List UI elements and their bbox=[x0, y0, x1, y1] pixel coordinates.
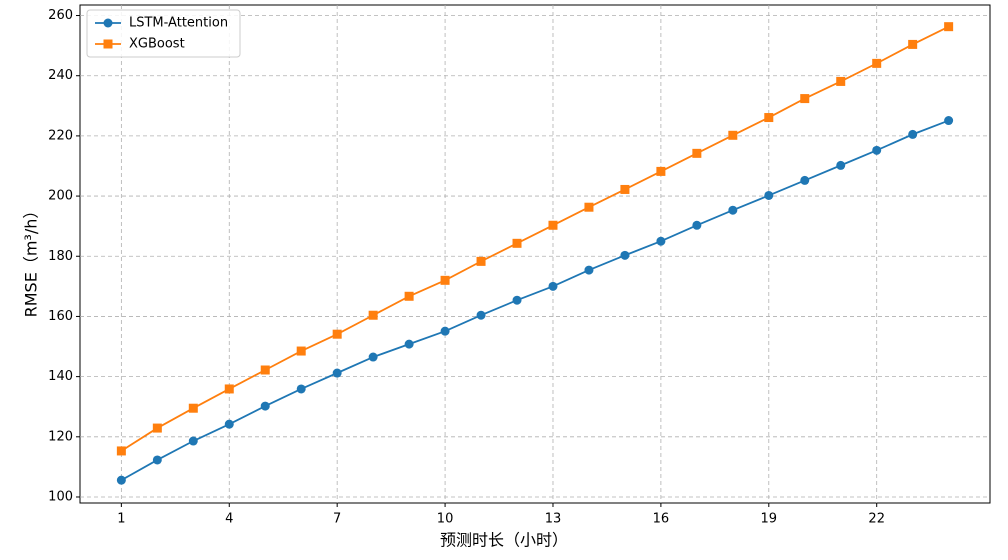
marker bbox=[764, 190, 774, 200]
marker bbox=[944, 116, 954, 126]
x-tick-label: 16 bbox=[653, 512, 670, 527]
plot-frame bbox=[79, 4, 991, 504]
x-tick-label: 7 bbox=[333, 512, 341, 527]
y-tick-label: 140 bbox=[48, 369, 73, 384]
marker bbox=[548, 220, 558, 230]
series-line bbox=[120, 25, 950, 452]
marker bbox=[368, 310, 378, 320]
marker bbox=[188, 436, 198, 446]
grid bbox=[80, 5, 990, 503]
marker bbox=[692, 148, 702, 158]
y-tick-label: 220 bbox=[48, 128, 73, 143]
marker bbox=[116, 475, 126, 485]
marker bbox=[764, 113, 774, 123]
marker bbox=[512, 295, 522, 305]
marker bbox=[872, 58, 882, 68]
marker bbox=[656, 166, 666, 176]
marker bbox=[332, 368, 342, 378]
y-tick-label: 180 bbox=[48, 249, 73, 264]
marker bbox=[224, 384, 234, 394]
marker bbox=[188, 403, 198, 413]
marker bbox=[944, 22, 954, 32]
marker bbox=[512, 238, 522, 248]
series-line bbox=[120, 119, 949, 481]
marker bbox=[584, 202, 594, 212]
marker bbox=[620, 184, 630, 194]
legend-label: LSTM-Attention bbox=[129, 16, 228, 31]
y-tick-label: 200 bbox=[48, 189, 73, 204]
marker bbox=[332, 329, 342, 339]
marker bbox=[692, 220, 702, 230]
marker bbox=[620, 250, 630, 260]
marker bbox=[260, 365, 270, 375]
marker bbox=[728, 130, 738, 140]
marker bbox=[368, 352, 378, 362]
marker bbox=[224, 419, 234, 429]
y-tick-label: 260 bbox=[48, 8, 73, 23]
marker bbox=[800, 94, 810, 104]
x-tick-label: 4 bbox=[225, 512, 233, 527]
x-axis-label: 预测时长（小时） bbox=[440, 531, 568, 550]
x-tick-label: 1 bbox=[117, 512, 125, 527]
marker bbox=[836, 160, 846, 170]
y-tick-label: 100 bbox=[48, 489, 73, 504]
marker bbox=[103, 18, 113, 28]
marker bbox=[116, 446, 126, 456]
x-tick-label: 10 bbox=[437, 512, 454, 527]
y-axis-label: RMSE（m³/h） bbox=[22, 203, 41, 318]
legend-box bbox=[86, 9, 241, 58]
y-tick-label: 160 bbox=[48, 309, 73, 324]
marker bbox=[800, 175, 810, 185]
marker bbox=[872, 145, 882, 155]
marker bbox=[260, 401, 270, 411]
y-tick-label: 240 bbox=[48, 68, 73, 83]
marker bbox=[152, 455, 162, 465]
marker bbox=[440, 326, 450, 336]
x-tick-label: 19 bbox=[761, 512, 778, 527]
marker bbox=[404, 291, 414, 301]
marker bbox=[296, 384, 306, 394]
x-tick-label: 22 bbox=[868, 512, 885, 527]
marker bbox=[296, 346, 306, 356]
marker bbox=[152, 423, 162, 433]
marker bbox=[584, 265, 594, 275]
marker bbox=[728, 205, 738, 215]
marker bbox=[476, 310, 486, 320]
legend-label: XGBoost bbox=[129, 37, 185, 52]
marker bbox=[548, 281, 558, 291]
marker bbox=[476, 256, 486, 266]
x-tick-label: 13 bbox=[545, 512, 562, 527]
marker bbox=[908, 129, 918, 139]
y-tick-label: 120 bbox=[48, 429, 73, 444]
marker bbox=[656, 236, 666, 246]
marker bbox=[440, 275, 450, 285]
marker bbox=[908, 39, 918, 49]
marker bbox=[404, 339, 414, 349]
marker bbox=[836, 76, 846, 86]
marker bbox=[103, 39, 113, 49]
